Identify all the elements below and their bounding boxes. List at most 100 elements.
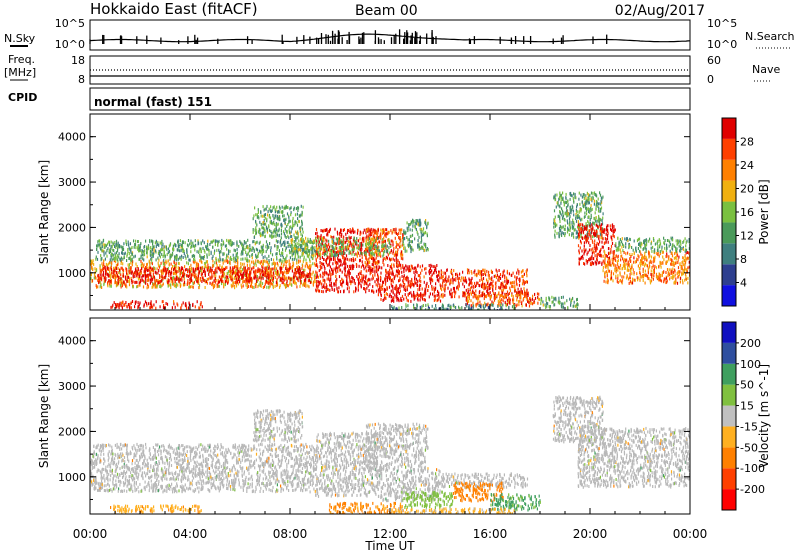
scatter-point (101, 241, 103, 245)
scatter-point (201, 267, 203, 271)
scatter-point (414, 280, 416, 284)
scatter-point (492, 292, 495, 295)
scatter-point (266, 219, 268, 223)
scatter-point (498, 301, 500, 305)
scatter-point (337, 290, 339, 294)
scatter-point (304, 279, 306, 283)
scatter-point (262, 269, 264, 273)
scatter-point (318, 243, 320, 247)
scatter-point (480, 283, 482, 287)
scatter-point (350, 282, 352, 286)
scatter-point (246, 286, 248, 289)
scatter-point (232, 281, 234, 285)
scatter-point (212, 286, 215, 290)
scatter-point (229, 266, 231, 270)
scatter-point (147, 245, 149, 249)
scatter-point (111, 244, 113, 248)
scatter-point (473, 292, 475, 296)
scatter-point (268, 215, 270, 219)
scatter-point (396, 290, 398, 294)
scatter-point (280, 244, 282, 248)
scatter-point (392, 273, 394, 277)
scatter-point (222, 280, 224, 283)
scatter-point (394, 293, 396, 297)
scatter-point (499, 286, 502, 290)
scatter-point (383, 287, 386, 291)
scatter-point (284, 270, 286, 274)
scatter-point (421, 293, 423, 297)
scatter-point (405, 268, 407, 272)
scatter-point (427, 221, 429, 225)
scatter-point (329, 248, 331, 252)
scatter-point (278, 205, 281, 209)
scatter-point (340, 228, 342, 232)
scatter-point (217, 242, 219, 246)
scatter-point (339, 290, 342, 294)
scatter-point (105, 269, 107, 273)
scatter-point (243, 279, 245, 283)
scatter-point (166, 261, 168, 265)
scatter-point (472, 295, 474, 299)
scatter-point (152, 285, 154, 289)
scatter-point (424, 243, 426, 247)
scatter-point (495, 268, 497, 272)
scatter-point (290, 211, 292, 215)
scatter-point (431, 273, 433, 277)
scatter-point (297, 209, 299, 212)
scatter-point (280, 232, 283, 236)
scatter-point (296, 231, 298, 235)
scatter-point (166, 268, 168, 271)
scatter-point (397, 248, 399, 251)
scatter-point (402, 264, 404, 268)
scatter-point (336, 242, 338, 246)
scatter-point (430, 281, 432, 285)
scatter-point (505, 295, 507, 299)
scatter-point (257, 269, 259, 273)
scatter-point (396, 263, 398, 267)
scatter-point (461, 276, 463, 280)
scatter-point (291, 249, 293, 253)
scatter-point (249, 274, 251, 278)
scatter-point (522, 269, 524, 273)
scatter-point (290, 277, 292, 281)
scatter-point (479, 300, 481, 304)
scatter-point (361, 256, 363, 260)
scatter-point (118, 252, 120, 256)
scatter-point (343, 267, 345, 271)
scatter-point (314, 273, 316, 277)
scatter-point (498, 279, 500, 282)
scatter-point (359, 233, 361, 237)
scatter-point (309, 268, 311, 272)
scatter-point (349, 237, 351, 241)
scatter-point (334, 282, 336, 286)
scatter-point (172, 244, 174, 248)
scatter-point (318, 289, 320, 293)
scatter-point (350, 242, 352, 246)
scatter-point (214, 280, 217, 284)
scatter-point (122, 271, 124, 274)
scatter-point (400, 256, 402, 260)
scatter-point (146, 269, 149, 273)
scatter-point (214, 243, 216, 247)
scatter-point (190, 250, 192, 254)
scatter-point (257, 230, 259, 234)
scatter-point (379, 284, 381, 288)
scatter-point (259, 220, 261, 224)
scatter-point (257, 254, 259, 258)
scatter-point (183, 249, 185, 253)
scatter-point (285, 204, 287, 208)
scatter-point (187, 270, 189, 274)
scatter-point (180, 245, 182, 249)
scatter-point (344, 265, 346, 269)
scatter-point (483, 297, 485, 301)
scatter-point (158, 250, 160, 253)
scatter-point (270, 251, 272, 255)
scatter-point (218, 248, 220, 252)
scatter-point (420, 279, 422, 283)
scatter-point (140, 279, 142, 282)
scatter-point (386, 256, 388, 260)
scatter-point (366, 246, 368, 250)
scatter-point (447, 277, 449, 281)
scatter-point (213, 279, 215, 283)
scatter-point (359, 258, 361, 262)
